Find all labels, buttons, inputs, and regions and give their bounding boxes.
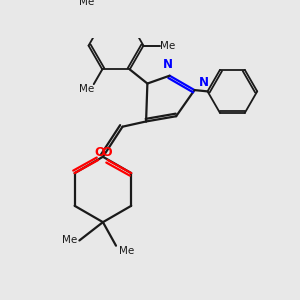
Text: Me: Me (160, 40, 176, 51)
Text: O: O (94, 146, 105, 159)
Text: Me: Me (79, 84, 94, 94)
Text: N: N (198, 76, 208, 89)
Text: O: O (101, 146, 112, 159)
Text: N: N (163, 58, 173, 71)
Text: Me: Me (118, 246, 134, 256)
Text: Me: Me (79, 0, 94, 7)
Text: Me: Me (61, 236, 77, 245)
